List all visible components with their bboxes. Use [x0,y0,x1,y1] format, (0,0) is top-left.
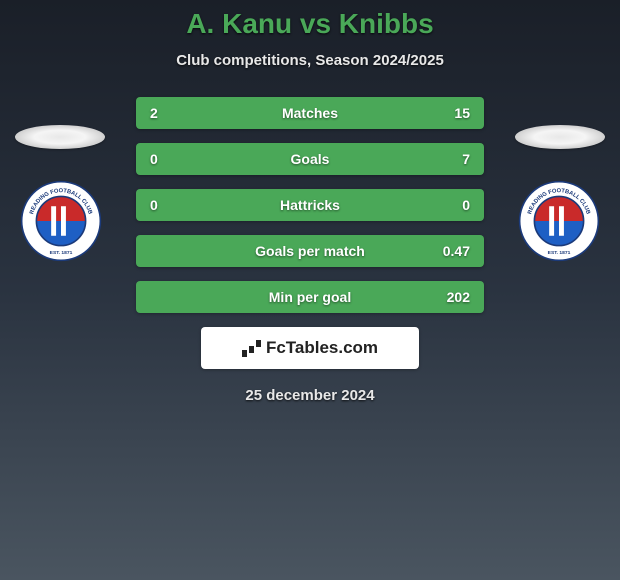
stat-right-value: 202 [434,289,470,305]
stats-container: 2 Matches 15 0 Goals 7 0 Hattricks 0 Goa… [136,97,484,313]
brand-text: FcTables.com [242,338,378,358]
stat-left-value: 2 [150,105,186,121]
stat-row-min-per-goal: Min per goal 202 [136,281,484,313]
svg-text:EST. 1871: EST. 1871 [548,250,571,256]
club-crest-left: READING FOOTBALL CLUB EST. 1871 [20,180,102,262]
date-text: 25 december 2024 [0,387,620,404]
stat-row-hattricks: 0 Hattricks 0 [136,189,484,221]
stat-right-value: 15 [434,105,470,121]
stat-label: Hattricks [186,197,434,213]
stat-row-goals: 0 Goals 7 [136,143,484,175]
stat-left-value: 0 [150,197,186,213]
svg-text:EST. 1871: EST. 1871 [50,250,73,256]
player-avatar-left [15,125,105,149]
brand-label: FcTables.com [266,338,378,358]
subtitle: Club competitions, Season 2024/2025 [0,52,620,69]
player-avatar-right [515,125,605,149]
stat-label: Matches [186,105,434,121]
stat-label: Min per goal [186,289,434,305]
stat-row-matches: 2 Matches 15 [136,97,484,129]
stat-right-value: 0.47 [434,243,470,259]
stat-left-value: 0 [150,151,186,167]
club-crest-right: READING FOOTBALL CLUB EST. 1871 [518,180,600,262]
stat-right-value: 7 [434,151,470,167]
brand-badge: FcTables.com [201,327,419,369]
stat-label: Goals [186,151,434,167]
stat-label: Goals per match [186,243,434,259]
stat-right-value: 0 [434,197,470,213]
page-title: A. Kanu vs Knibbs [0,8,620,40]
stat-row-goals-per-match: Goals per match 0.47 [136,235,484,267]
chart-icon [242,339,262,357]
